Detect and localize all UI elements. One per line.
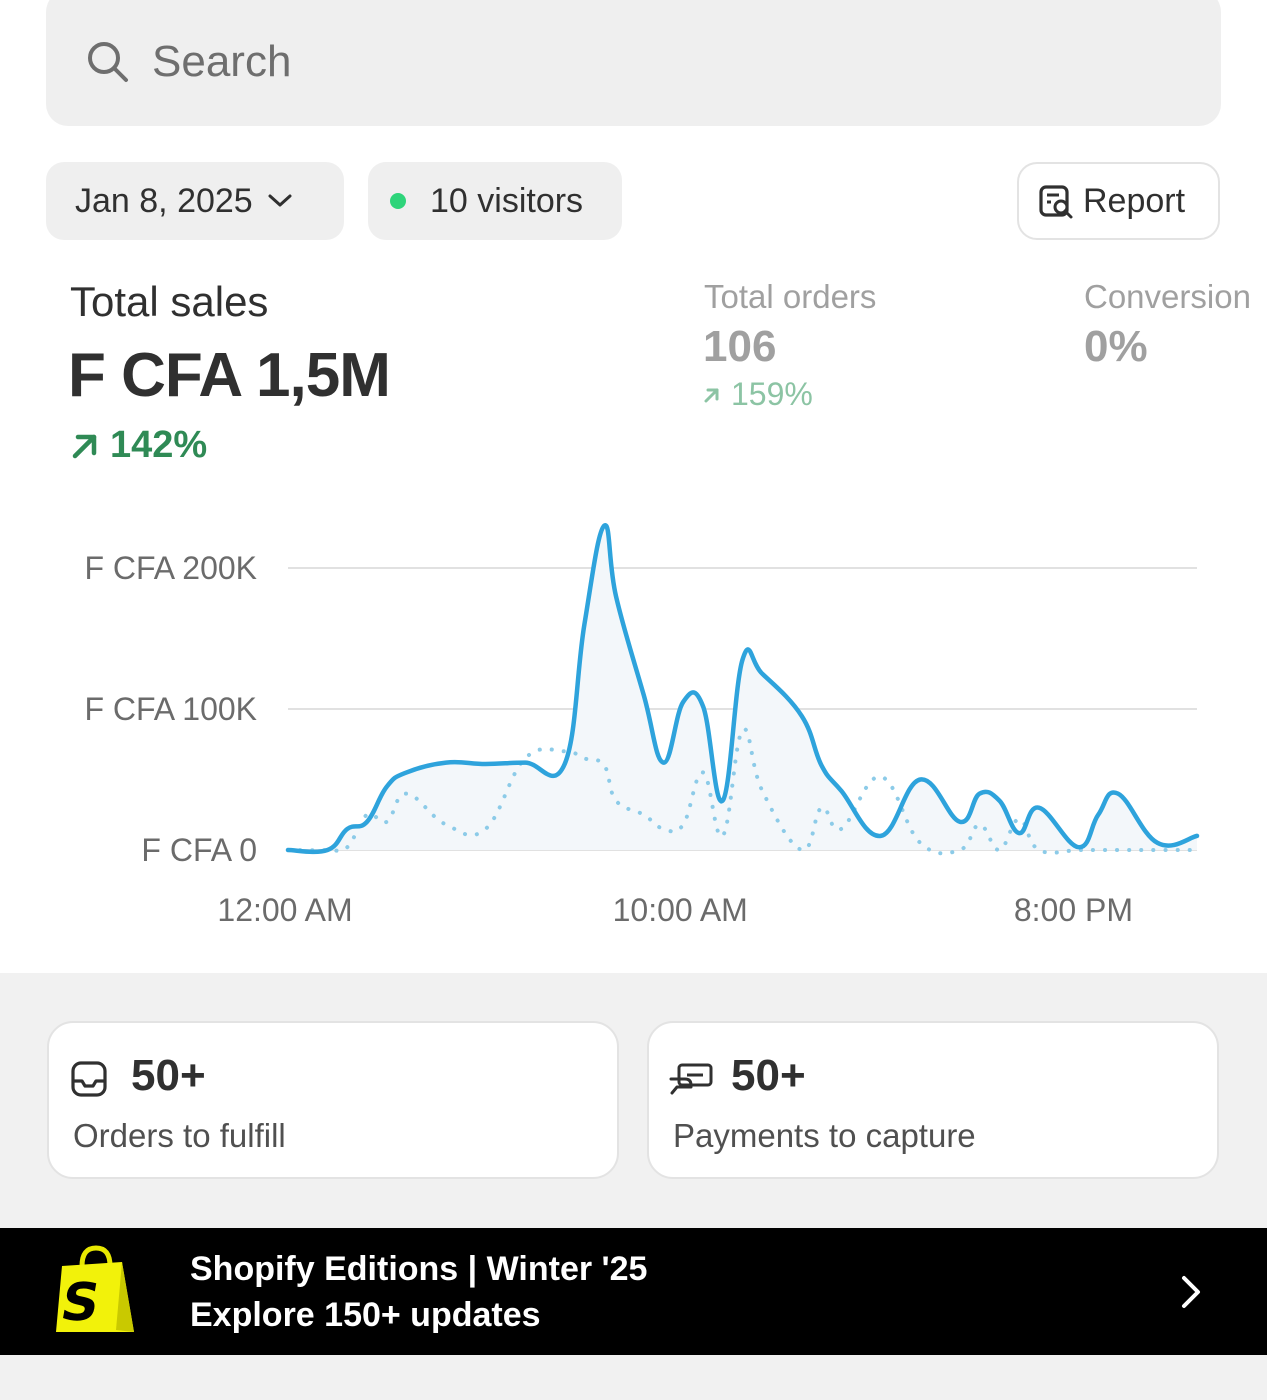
total-sales-change-value: 142%: [110, 424, 208, 466]
x-tick-label: 12:00 AM: [217, 892, 352, 928]
sales-series-line: [285, 523, 1200, 855]
arrow-up-right-icon: [704, 388, 719, 402]
visitors-label: 10 visitors: [430, 181, 584, 220]
total-sales-label: Total sales: [70, 278, 269, 325]
orders-to-fulfill-card[interactable]: 50+ Orders to fulfill: [47, 1021, 619, 1179]
orders-to-fulfill-label: Orders to fulfill: [73, 1117, 286, 1154]
payments-to-capture-label: Payments to capture: [673, 1117, 976, 1154]
search-placeholder: Search: [152, 37, 292, 86]
total-sales-value: F CFA 1,5M: [68, 341, 391, 410]
arrow-up-right-icon: [72, 434, 97, 458]
total-orders-change: 159%: [703, 376, 813, 413]
date-picker-button[interactable]: Jan 8, 2025: [46, 162, 344, 240]
conversion-label: Conversion: [1084, 278, 1251, 315]
cash-icon: [669, 1063, 713, 1095]
bottom-strip: [0, 1355, 1267, 1400]
banner-subtitle: Explore 150+ updates: [190, 1296, 541, 1334]
shopify-bag-icon: S: [56, 1245, 134, 1333]
total-orders-change-value: 159%: [731, 376, 813, 412]
banner-title: Shopify Editions | Winter '25: [190, 1250, 648, 1288]
report-label: Report: [1083, 181, 1186, 220]
orders-to-fulfill-value: 50+: [131, 1051, 206, 1100]
y-tick-label: F CFA 0: [141, 832, 257, 868]
total-orders-value: 106: [703, 322, 777, 371]
conversion-value: 0%: [1084, 322, 1148, 371]
search-input[interactable]: Search: [46, 0, 1221, 126]
y-tick-label: F CFA 200K: [84, 550, 257, 586]
search-icon: [88, 42, 128, 82]
shopify-editions-banner[interactable]: S Shopify Editions | Winter '25 Explore …: [0, 1228, 1267, 1355]
total-orders-label: Total orders: [704, 278, 877, 315]
chevron-right-icon[interactable]: [1176, 1272, 1206, 1312]
comparison-series-line: [286, 727, 1199, 856]
x-tick-label: 10:00 AM: [613, 892, 748, 928]
inbox-icon: [71, 1061, 107, 1097]
report-icon: [1039, 185, 1073, 219]
sales-area-fill: [288, 525, 1197, 852]
y-tick-label: F CFA 100K: [84, 691, 257, 727]
chevron-down-icon: [268, 194, 292, 207]
total-sales-change: 142%: [70, 424, 207, 467]
x-tick-label: 8:00 PM: [1014, 892, 1133, 928]
date-label: Jan 8, 2025: [75, 181, 253, 220]
payments-to-capture-card[interactable]: 50+ Payments to capture: [647, 1021, 1219, 1179]
sales-line-chart: F CFA 0 F CFA 100K F CFA 200K 12:00 AM 10:0…: [84, 523, 1200, 928]
report-button[interactable]: Report: [1017, 162, 1220, 240]
payments-to-capture-value: 50+: [731, 1051, 806, 1100]
live-status-dot: [390, 193, 406, 209]
live-visitors-button[interactable]: 10 visitors: [368, 162, 622, 240]
